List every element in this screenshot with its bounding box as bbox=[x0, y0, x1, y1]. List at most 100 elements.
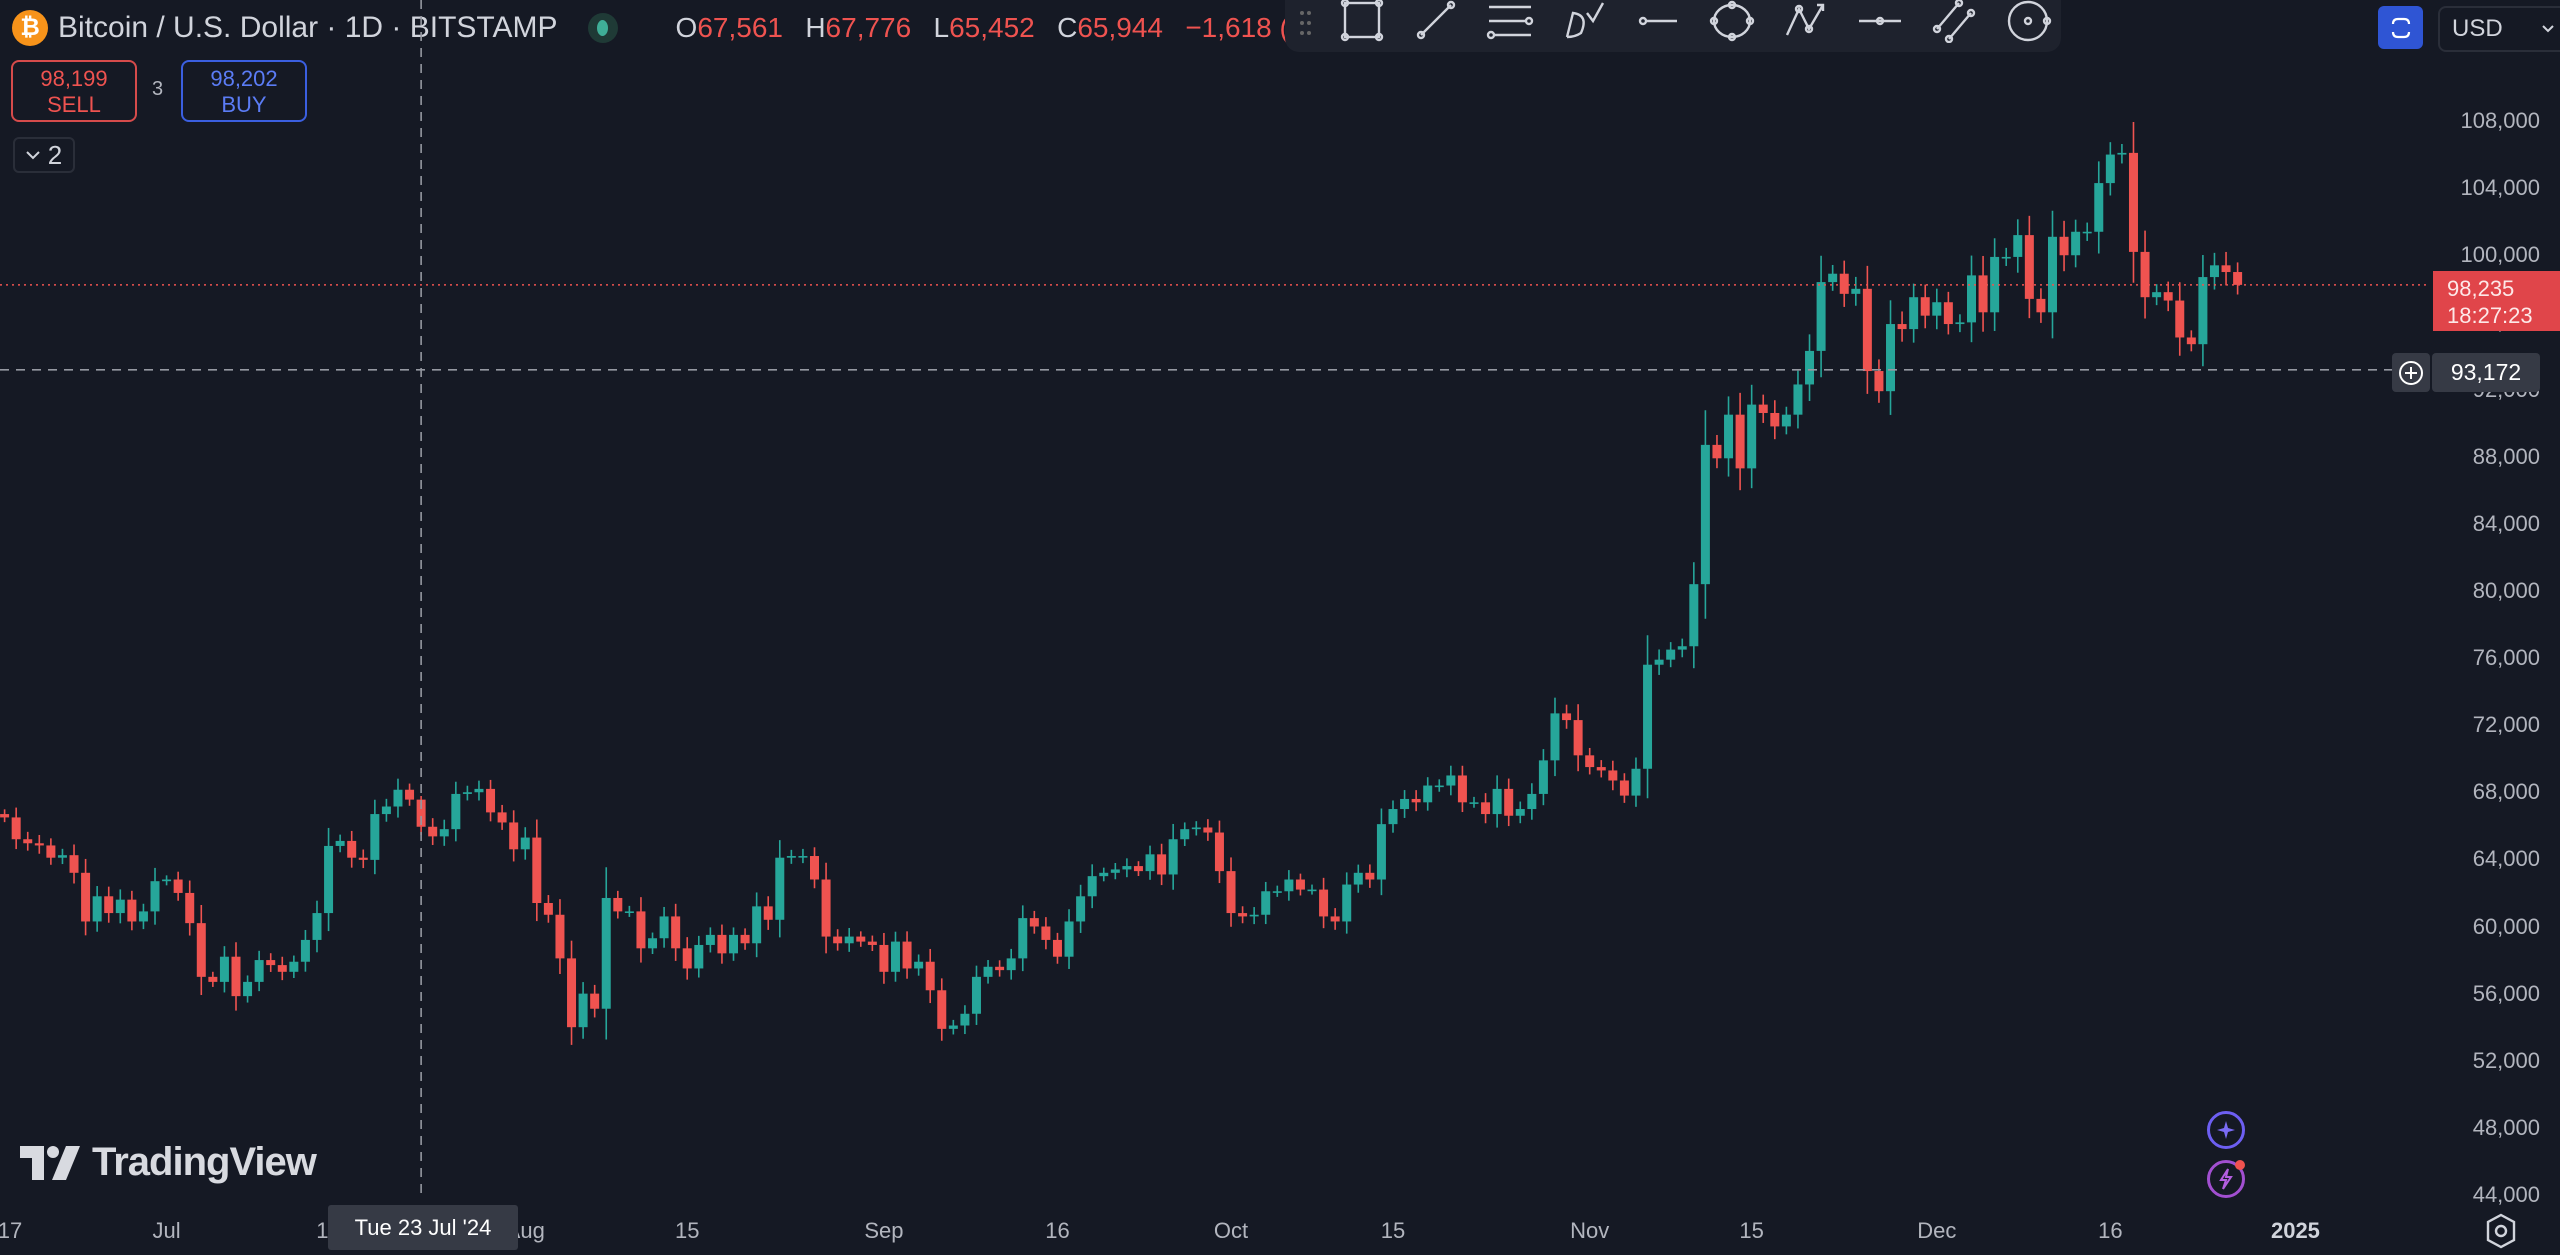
candle-body bbox=[324, 845, 334, 914]
candle-body bbox=[1446, 775, 1456, 786]
candle bbox=[1967, 255, 1976, 343]
drag-handle-icon[interactable] bbox=[1299, 0, 1313, 43]
settings-icon[interactable] bbox=[2484, 1212, 2518, 1250]
candle bbox=[335, 834, 345, 853]
currency-select[interactable]: USD bbox=[2438, 6, 2560, 52]
candle-body bbox=[2024, 235, 2034, 299]
candle-body bbox=[1816, 282, 1826, 351]
candle-body bbox=[1099, 872, 1109, 877]
candle bbox=[925, 948, 935, 1004]
candle bbox=[775, 840, 785, 938]
alerts-button[interactable] bbox=[2207, 1160, 2245, 1198]
high-label: H bbox=[805, 12, 826, 43]
candle bbox=[1238, 906, 1248, 924]
time-tick: 2025 bbox=[2270, 1218, 2320, 1243]
horizontal-ray-icon[interactable] bbox=[1633, 0, 1683, 43]
price-tick: 108,000 bbox=[2460, 108, 2540, 133]
time-tick: Jul bbox=[152, 1218, 181, 1243]
candle bbox=[671, 903, 681, 961]
candle-body bbox=[196, 923, 206, 977]
parallel-channel-icon[interactable] bbox=[1485, 0, 1535, 43]
notification-dot bbox=[2235, 1160, 2245, 1170]
candle-body bbox=[1781, 414, 1791, 427]
open-label: O bbox=[675, 12, 698, 43]
candle bbox=[2186, 330, 2196, 352]
candle-body bbox=[1724, 414, 1734, 459]
candle-body bbox=[1492, 788, 1502, 815]
candle bbox=[1666, 642, 1676, 668]
symbol-title[interactable]: Bitcoin / U.S. Dollar · 1D · BITSTAMP bbox=[58, 11, 558, 44]
candle-body bbox=[1504, 788, 1514, 816]
sell-button[interactable]: 98,199 SELL bbox=[11, 60, 137, 122]
candle bbox=[1145, 845, 1155, 880]
candle-body bbox=[555, 914, 565, 959]
candle-body bbox=[1272, 891, 1282, 893]
candle bbox=[2105, 142, 2115, 196]
candle bbox=[127, 890, 137, 931]
buy-button[interactable]: 98,202 BUY bbox=[181, 60, 307, 122]
horizontal-line-icon[interactable] bbox=[1855, 0, 1905, 43]
candle bbox=[2036, 288, 2046, 323]
candle bbox=[300, 929, 310, 972]
candle bbox=[2082, 222, 2092, 241]
candlestick-chart[interactable] bbox=[0, 0, 2430, 1200]
candle bbox=[543, 895, 553, 923]
candle bbox=[1434, 779, 1444, 792]
candle bbox=[1608, 760, 1618, 791]
candle bbox=[555, 899, 565, 974]
candle-body bbox=[1041, 926, 1051, 940]
add-alert-button[interactable] bbox=[2392, 353, 2430, 392]
market-status-icon[interactable] bbox=[587, 13, 618, 43]
candle bbox=[2059, 220, 2069, 272]
candle bbox=[1180, 822, 1190, 846]
candle bbox=[2233, 262, 2243, 295]
candle-body bbox=[1342, 884, 1352, 922]
time-tick: 15 bbox=[674, 1218, 700, 1243]
trend-line-icon[interactable] bbox=[1411, 0, 1461, 43]
rectangle-icon[interactable] bbox=[1337, 0, 1387, 43]
candle-body bbox=[2071, 231, 2081, 256]
ellipse-icon[interactable] bbox=[1707, 0, 1757, 43]
circle-icon[interactable] bbox=[2003, 0, 2053, 43]
candle bbox=[624, 905, 634, 917]
candle bbox=[92, 886, 102, 932]
path-icon[interactable] bbox=[1781, 0, 1831, 43]
candle bbox=[1851, 276, 1861, 306]
candle-body bbox=[1573, 720, 1583, 756]
candle-body bbox=[1376, 824, 1386, 880]
candle bbox=[1955, 314, 1965, 333]
candle bbox=[1943, 291, 1953, 335]
candle bbox=[474, 780, 484, 801]
candle-body bbox=[1064, 921, 1074, 957]
candle bbox=[1932, 288, 1942, 330]
indicators-toggle-button[interactable]: 2 bbox=[13, 137, 75, 173]
candle bbox=[1596, 760, 1606, 778]
candle-body bbox=[289, 961, 299, 972]
buy-price: 98,202 bbox=[210, 66, 278, 91]
candle-body bbox=[1666, 649, 1676, 660]
ai-assistant-button[interactable] bbox=[2207, 1111, 2245, 1149]
candle-body bbox=[1978, 275, 1988, 313]
candle-body bbox=[1828, 273, 1838, 283]
fullscreen-button[interactable] bbox=[2378, 6, 2423, 49]
candle bbox=[1353, 864, 1363, 893]
candle-body bbox=[705, 934, 715, 945]
price-tick: 72,000 bbox=[2472, 712, 2540, 738]
candle bbox=[243, 975, 253, 1003]
disjoint-channel-icon[interactable] bbox=[1929, 0, 1979, 43]
sell-label: SELL bbox=[47, 92, 101, 117]
candle bbox=[833, 929, 843, 951]
candle bbox=[1724, 396, 1734, 477]
candle bbox=[590, 984, 600, 1018]
tradingview-logo[interactable]: TradingView bbox=[20, 1140, 317, 1185]
candle-body bbox=[1469, 802, 1479, 804]
symbol-legend: ₿ Bitcoin / U.S. Dollar · 1D · BITSTAMP … bbox=[12, 8, 1360, 48]
close-value: 65,944 bbox=[1077, 12, 1163, 43]
brush-icon[interactable] bbox=[1559, 0, 1609, 43]
candle bbox=[983, 960, 993, 984]
candle bbox=[1029, 910, 1039, 934]
candle bbox=[1920, 284, 1930, 329]
candle bbox=[1874, 359, 1884, 403]
candle-body bbox=[2082, 231, 2092, 234]
candle-body bbox=[1527, 793, 1537, 810]
